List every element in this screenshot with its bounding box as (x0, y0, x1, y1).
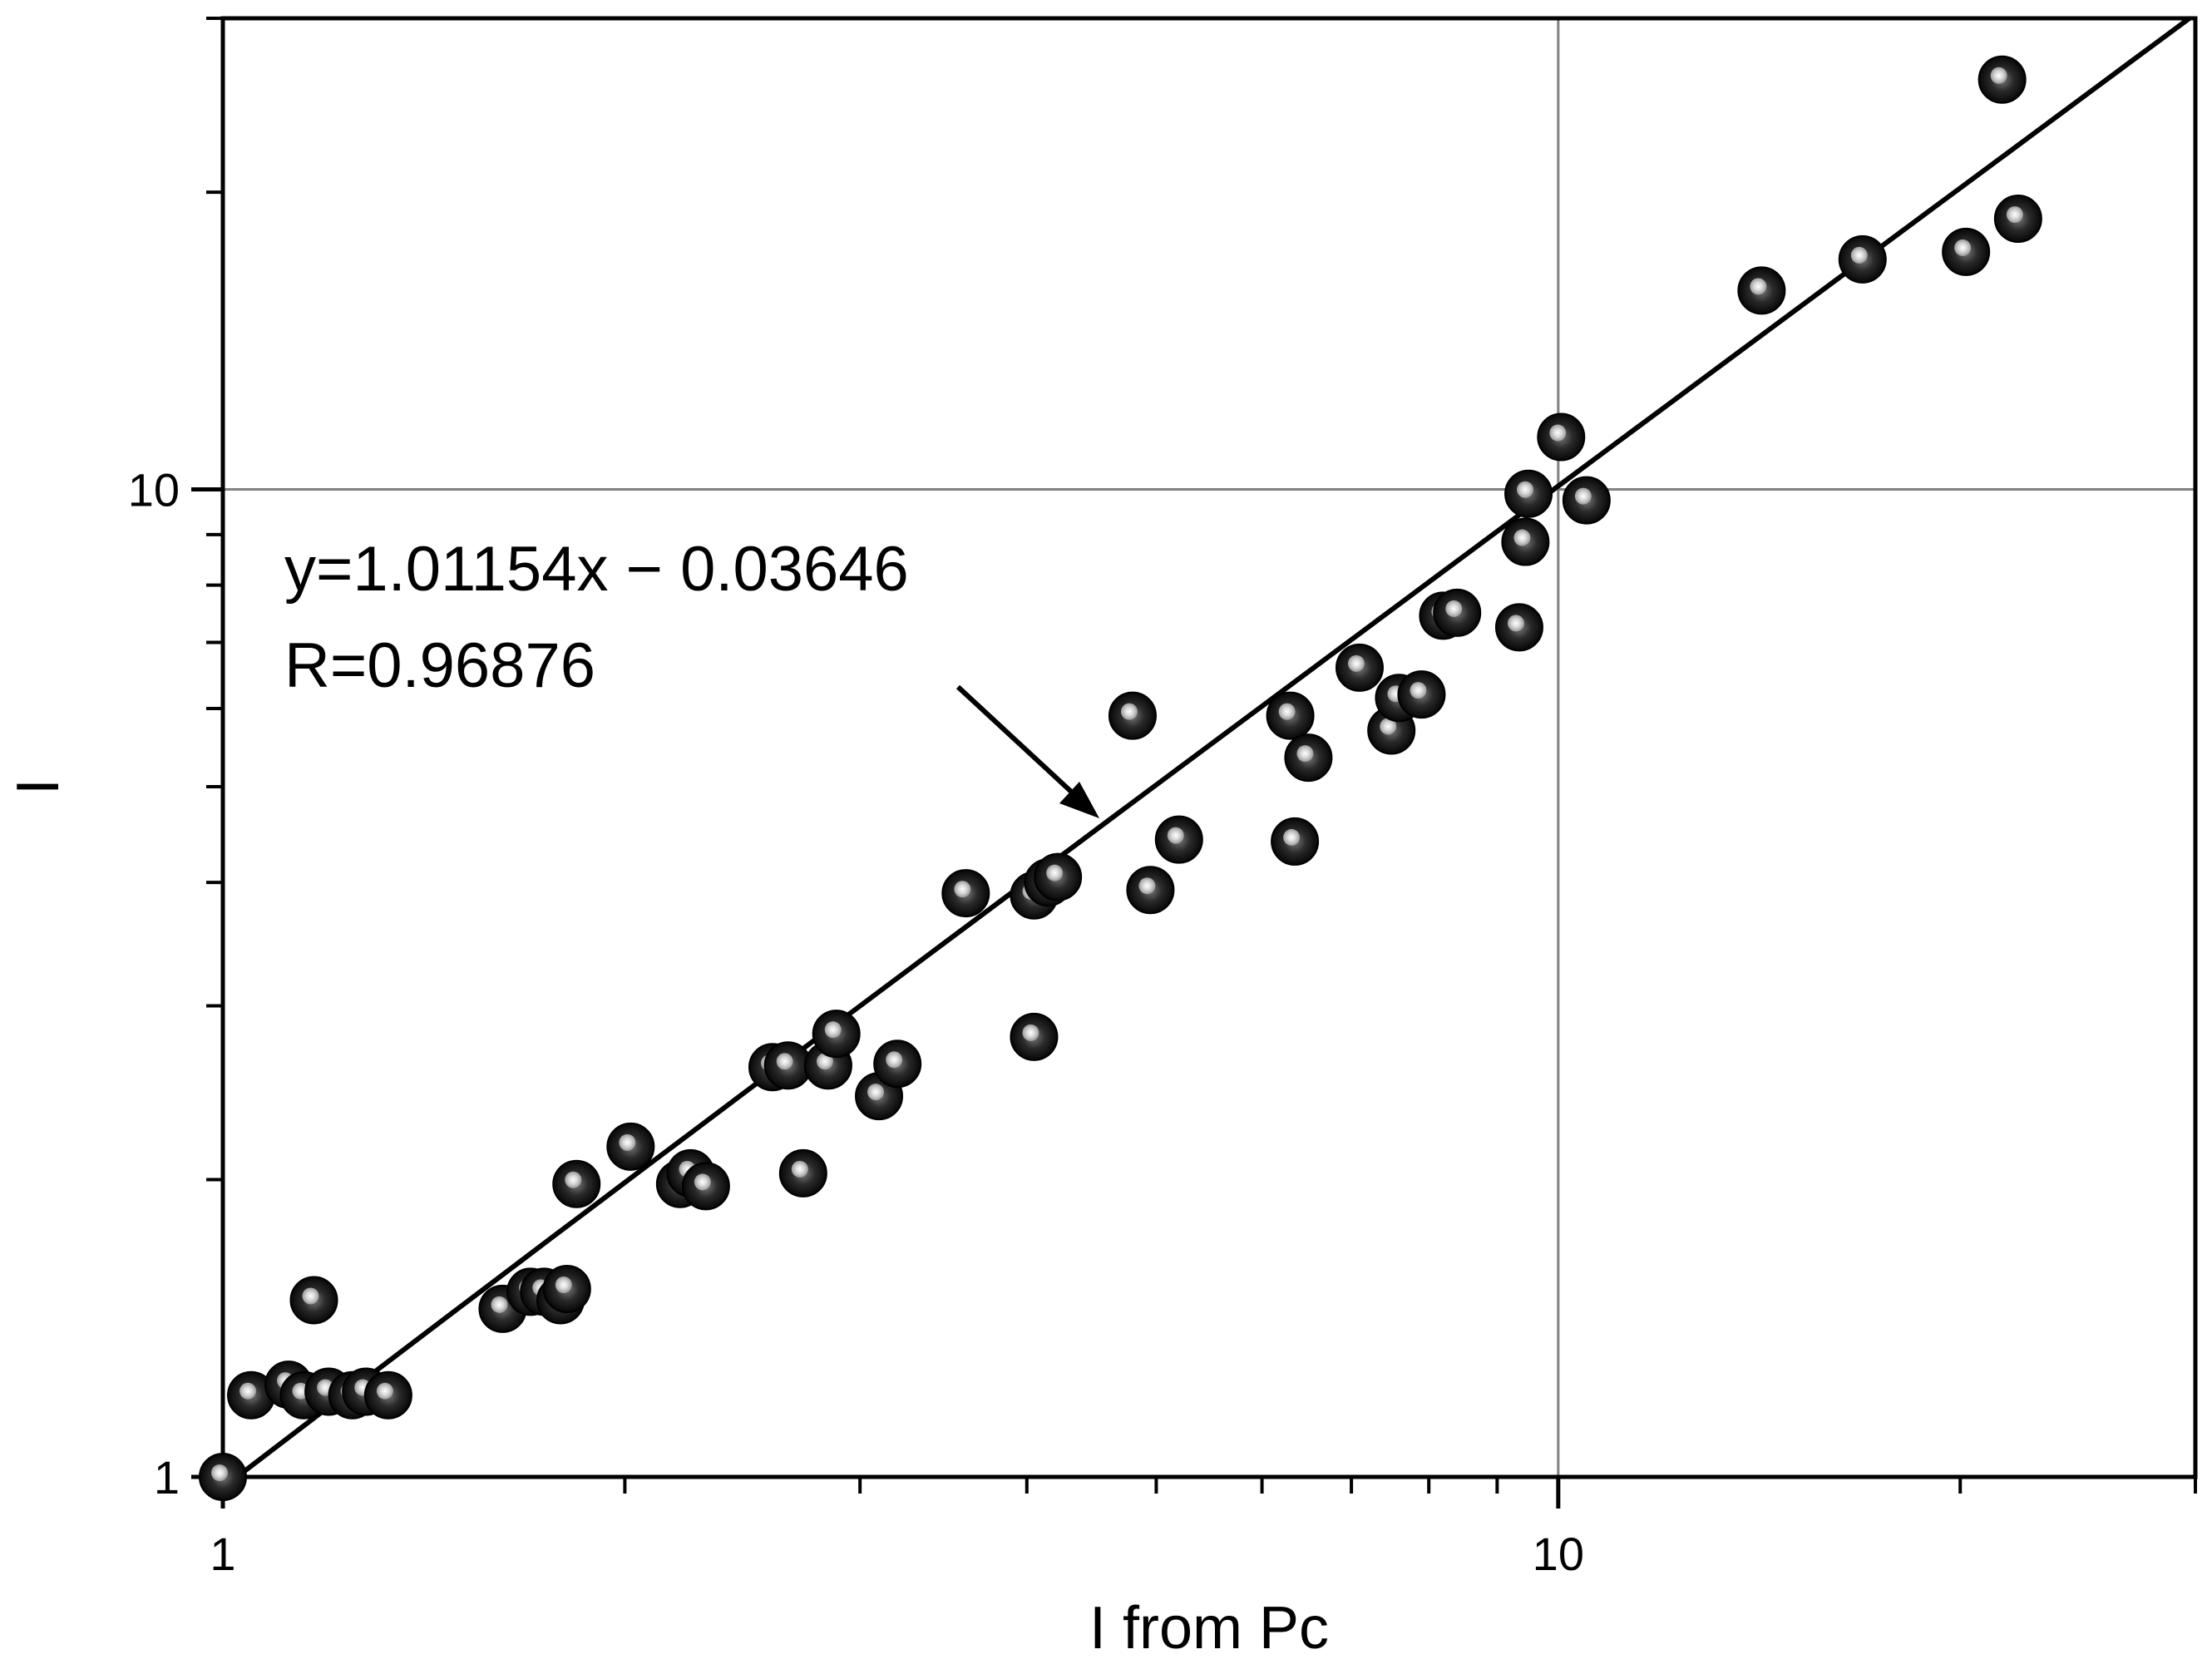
data-point-highlight (565, 1171, 582, 1188)
data-point (289, 1276, 338, 1325)
data-point (199, 1453, 247, 1501)
data-point (1108, 691, 1157, 740)
data-point-highlight (1513, 529, 1531, 546)
data-point-highlight (1278, 703, 1296, 720)
y-axis-label: I (5, 778, 72, 795)
data-point (1266, 691, 1315, 740)
grid-lines (223, 18, 2195, 1477)
equation-annotation: y=1.01154x − 0.03646 (284, 534, 909, 605)
data-point-highlight (2006, 206, 2023, 224)
data-point (1838, 235, 1887, 284)
data-point-highlight (954, 881, 971, 898)
fit-line-group (233, 18, 2194, 1477)
data-point-highlight (816, 1053, 833, 1070)
data-point (606, 1122, 655, 1171)
annotation-arrow (955, 684, 1099, 818)
axes (220, 16, 2198, 1479)
data-point-highlight (824, 1021, 842, 1039)
data-point-highlight (1750, 278, 1767, 295)
data-point (778, 1148, 827, 1197)
data-point-highlight (867, 1084, 885, 1101)
data-point (552, 1159, 601, 1208)
data-point-highlight (211, 1464, 228, 1481)
data-point-highlight (1410, 682, 1427, 699)
data-point-highlight (1517, 481, 1534, 498)
data-point-highlight (491, 1296, 508, 1313)
data-point-highlight (1022, 1024, 1039, 1041)
data-point-highlight (1046, 864, 1064, 881)
data-point (1942, 227, 1991, 276)
data-point (1126, 866, 1175, 915)
x-tick-label: 1 (210, 1528, 235, 1580)
data-point (1034, 852, 1083, 901)
data-point-highlight (1990, 67, 2007, 84)
data-point (681, 1162, 730, 1211)
data-point-highlight (1283, 828, 1301, 846)
axis-ticks: 1 10 1 10 (128, 17, 2197, 1580)
data-point (542, 1264, 591, 1313)
data-point-highlight (239, 1382, 257, 1400)
data-point-highlight (886, 1051, 903, 1069)
data-point (1284, 733, 1333, 783)
data-point-highlight (1549, 424, 1567, 442)
y-tick-label: 1 (154, 1451, 180, 1504)
data-point (812, 1010, 861, 1059)
data-point-highlight (1574, 487, 1592, 505)
data-point-highlight (302, 1287, 319, 1305)
data-point (227, 1370, 276, 1420)
data-points (199, 55, 2042, 1501)
data-point (1397, 670, 1446, 719)
data-point-highlight (1120, 703, 1138, 720)
data-point (1993, 195, 2042, 244)
y-tick-label: 10 (128, 464, 180, 516)
data-point (1562, 476, 1611, 525)
data-point (363, 1370, 412, 1420)
data-point-highlight (1954, 239, 1972, 256)
data-point (873, 1039, 922, 1089)
x-tick-label: 10 (1533, 1528, 1584, 1580)
data-point-highlight (776, 1053, 793, 1070)
data-point-highlight (1296, 745, 1314, 763)
data-point-highlight (1167, 827, 1184, 844)
data-point (1501, 517, 1550, 566)
data-point (1010, 1012, 1059, 1061)
data-point-highlight (1507, 615, 1524, 632)
data-point-highlight (694, 1173, 711, 1191)
data-point-highlight (1347, 654, 1365, 672)
fit-line (233, 18, 2194, 1477)
data-point (941, 869, 990, 918)
plot-frame (220, 16, 2198, 1479)
data-point-highlight (1445, 600, 1463, 617)
data-point-highlight (619, 1133, 636, 1151)
data-point-highlight (791, 1160, 808, 1178)
x-axis-label: I from Pc (1089, 1595, 1329, 1662)
data-point (1154, 815, 1203, 864)
data-point (1494, 603, 1543, 652)
data-point-highlight (1380, 718, 1397, 735)
data-point (1737, 266, 1786, 315)
data-point (1433, 588, 1482, 637)
data-point (1271, 817, 1320, 866)
data-point-highlight (555, 1276, 572, 1293)
r-annotation: R=0.96876 (284, 630, 595, 701)
data-point (1977, 55, 2027, 104)
data-point-highlight (1850, 246, 1868, 264)
data-point (1537, 412, 1586, 462)
data-point (1335, 643, 1384, 692)
data-point-highlight (376, 1382, 393, 1400)
data-point-highlight (1138, 877, 1156, 895)
data-point (1504, 469, 1553, 518)
